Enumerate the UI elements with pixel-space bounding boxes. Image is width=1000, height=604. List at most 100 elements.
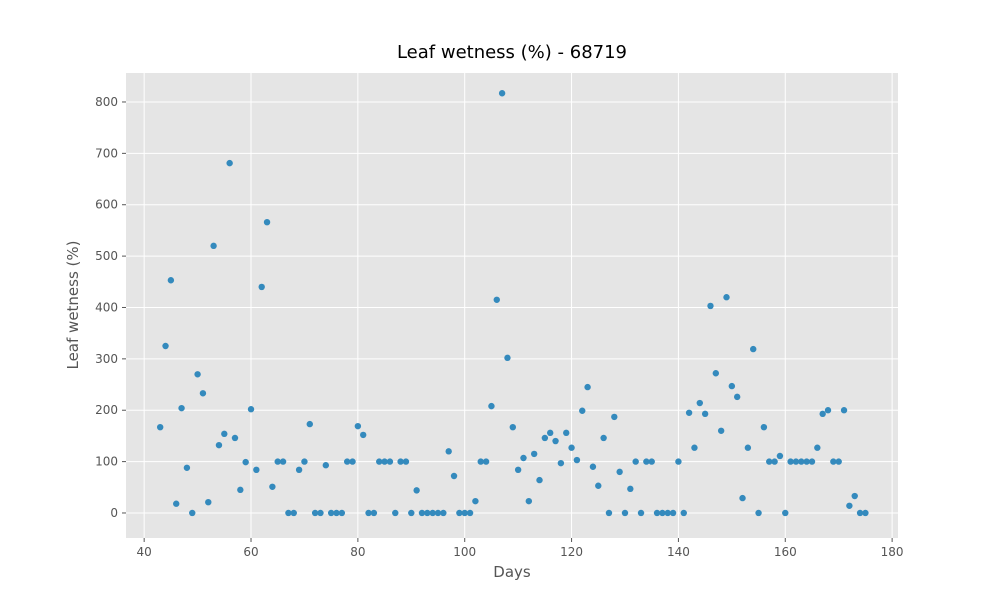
point (231, 434, 239, 442)
point (712, 370, 720, 377)
point (226, 159, 233, 167)
point (685, 409, 693, 416)
point (466, 509, 474, 517)
point (782, 509, 789, 517)
point (162, 342, 169, 350)
point (862, 509, 869, 517)
point (525, 497, 533, 505)
point (787, 458, 794, 465)
point (723, 294, 730, 301)
point (675, 458, 682, 465)
x-tick-label: 160 (774, 545, 797, 559)
point (258, 283, 265, 291)
point (771, 458, 778, 465)
point (402, 458, 410, 465)
point (557, 459, 565, 467)
point (680, 509, 687, 517)
point (616, 468, 623, 476)
point (237, 486, 244, 494)
point (546, 429, 554, 437)
y-tick-label: 0 (110, 506, 118, 520)
point (514, 466, 522, 474)
point (338, 509, 346, 517)
point (215, 441, 223, 449)
point (808, 458, 816, 465)
point (173, 500, 180, 507)
point (856, 509, 864, 517)
point (461, 509, 468, 517)
point (733, 393, 741, 401)
point (434, 509, 442, 517)
point (648, 458, 655, 465)
point (611, 413, 618, 421)
point (269, 483, 276, 490)
point (156, 423, 164, 431)
point (509, 423, 517, 431)
x-tick-label: 60 (243, 545, 258, 559)
point (840, 407, 848, 414)
point (739, 494, 746, 502)
point (637, 509, 645, 517)
point (595, 482, 602, 489)
point (285, 509, 292, 517)
point (552, 437, 559, 445)
point (424, 509, 431, 517)
point (824, 407, 832, 414)
point (776, 452, 784, 460)
point (717, 427, 725, 434)
point (493, 296, 500, 303)
point (653, 509, 661, 517)
point (210, 242, 217, 250)
y-tick-label: 300 (95, 352, 118, 366)
x-axis-label: Days (493, 563, 531, 581)
point (290, 509, 297, 517)
y-tick-label: 700 (95, 146, 118, 160)
point (253, 466, 260, 474)
point (472, 497, 479, 505)
point (381, 458, 388, 465)
y-tick-label: 500 (95, 249, 118, 263)
point (627, 485, 634, 493)
x-tick-label: 120 (560, 545, 583, 559)
point (798, 458, 805, 465)
point (376, 458, 383, 465)
point (760, 423, 768, 431)
y-tick-label: 400 (95, 300, 118, 314)
point (247, 406, 255, 413)
point (621, 509, 629, 517)
point (530, 450, 538, 458)
point (263, 218, 271, 226)
point (306, 420, 313, 428)
point (370, 509, 378, 517)
point (397, 458, 404, 465)
point (365, 509, 372, 517)
point (605, 509, 613, 517)
point (664, 509, 671, 517)
x-tick-label: 40 (137, 545, 152, 559)
point (851, 492, 858, 500)
point (659, 509, 666, 517)
point (418, 509, 426, 517)
point (317, 509, 324, 517)
point (450, 472, 458, 480)
point (584, 383, 591, 391)
point (573, 456, 581, 464)
point (429, 509, 436, 517)
point (520, 454, 527, 462)
x-tick-label: 80 (350, 545, 365, 559)
point (589, 463, 597, 470)
y-tick-label: 200 (95, 403, 118, 417)
chart-title: Leaf wetness (%) - 68719 (397, 42, 627, 63)
point (194, 371, 201, 378)
x-tick-label: 180 (881, 545, 904, 559)
point (755, 509, 762, 517)
point (488, 402, 495, 410)
x-tick-label: 140 (667, 545, 690, 559)
x-tick-label: 100 (453, 545, 476, 559)
point (199, 390, 207, 397)
point (440, 509, 447, 517)
point (274, 458, 281, 465)
point (205, 498, 212, 506)
point (691, 444, 698, 451)
